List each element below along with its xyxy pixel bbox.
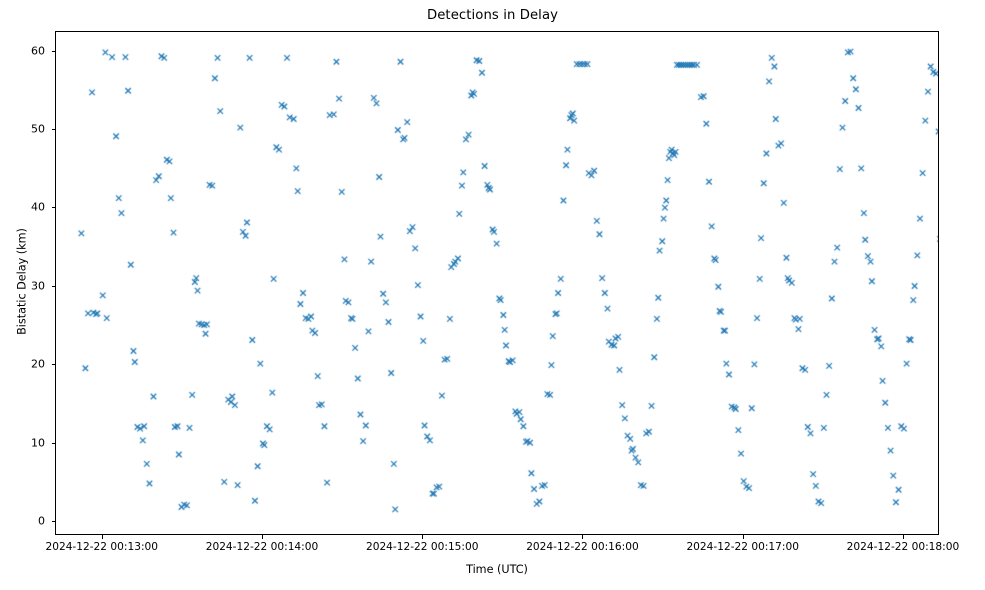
y-axis-label: Bistatic Delay (km) bbox=[15, 228, 29, 335]
x-tick-mark bbox=[422, 535, 424, 539]
y-tick-label: 30 bbox=[31, 279, 45, 293]
y-tick-mark bbox=[51, 50, 55, 52]
y-tick-mark bbox=[51, 285, 55, 287]
y-tick-mark bbox=[51, 442, 55, 444]
x-tick-label: 2024-12-22 00:16:00 bbox=[526, 541, 639, 553]
x-tick-label: 2024-12-22 00:15:00 bbox=[365, 541, 479, 553]
chart-title: Detections in Delay bbox=[426, 8, 559, 23]
y-tick-label: 40 bbox=[31, 200, 45, 214]
y-tick-label: 10 bbox=[31, 436, 45, 449]
y-tick-label: 0 bbox=[38, 514, 45, 528]
y-tick-mark bbox=[51, 207, 55, 209]
x-tick-label: 2024-12-22 00:13:00 bbox=[45, 541, 158, 553]
y-tick-label: 50 bbox=[31, 122, 45, 136]
x-tick-mark bbox=[261, 535, 263, 539]
x-tick-mark bbox=[742, 535, 744, 539]
x-axis-label: Time (UTC) bbox=[466, 563, 528, 576]
scatter-points-layer bbox=[56, 32, 938, 534]
y-tick-mark bbox=[51, 364, 55, 366]
x-tick-label: 2024-12-22 00:17:00 bbox=[686, 541, 799, 553]
y-tick-mark bbox=[51, 520, 55, 522]
plot-area bbox=[55, 31, 939, 535]
y-tick-mark bbox=[51, 128, 55, 130]
x-tick-label: 2024-12-22 00:18:00 bbox=[846, 541, 960, 553]
x-tick-mark bbox=[902, 535, 904, 539]
x-tick-mark bbox=[582, 535, 584, 539]
x-tick-label: 2024-12-22 00:14:00 bbox=[205, 541, 319, 553]
x-tick-mark bbox=[101, 535, 103, 539]
y-tick-label: 20 bbox=[31, 357, 45, 371]
y-tick-label: 60 bbox=[31, 44, 45, 58]
